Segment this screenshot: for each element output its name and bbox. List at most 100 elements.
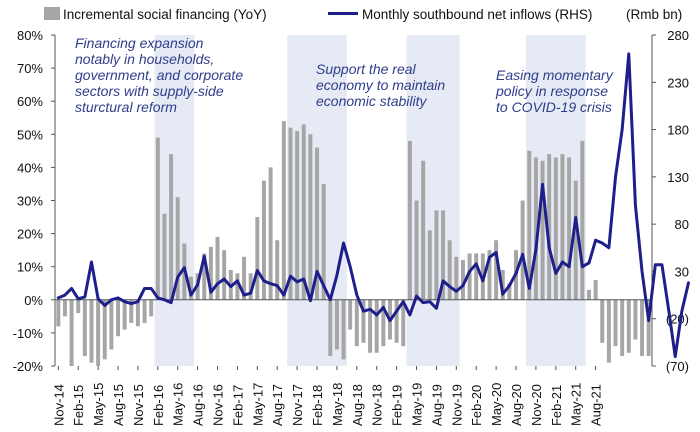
bar (82, 299, 87, 357)
bar (56, 299, 61, 327)
bar (600, 299, 605, 343)
x-tick-label: Feb-19 (390, 385, 405, 426)
left-tick-label: 20% (17, 227, 43, 242)
bar (606, 299, 611, 363)
bar (142, 299, 147, 323)
bar (567, 157, 572, 300)
bar (626, 299, 631, 353)
bar (533, 157, 538, 300)
bar (586, 289, 591, 300)
bar (96, 299, 101, 366)
legend: Incremental social financing (YoY) Month… (44, 7, 682, 22)
annotations: Financing expansion notably in households… (75, 35, 614, 115)
annotation-3: Easing momentary policy in response to COV… (495, 67, 614, 115)
bar (368, 299, 373, 353)
annotation-line: Financing expansion (75, 35, 204, 51)
left-tick-label: 80% (17, 28, 43, 43)
bar (222, 250, 227, 300)
x-tick-label: Feb-20 (469, 385, 484, 426)
rhs-unit-label: (Rmb bn) (626, 7, 682, 22)
bar-series (56, 121, 651, 366)
bar (62, 299, 67, 317)
bar (507, 283, 512, 300)
x-tick-label: Nov-20 (529, 384, 544, 426)
left-tick-label: 10% (17, 260, 43, 275)
bar (268, 167, 273, 300)
bar (447, 240, 452, 300)
x-tick-label: Aug-18 (350, 384, 365, 426)
bar (215, 236, 220, 300)
bar (89, 299, 94, 363)
bar (175, 197, 180, 300)
annotation-line: sectors with supply-side (75, 83, 224, 99)
bar (261, 180, 266, 300)
annotation-line: government, and corporate (75, 67, 243, 83)
x-tick-label: Aug-17 (270, 384, 285, 426)
right-tick-label: 30 (675, 264, 689, 279)
bar (135, 299, 140, 327)
axes: -20%-10%0%10%20%30%40%50%60%70%80%(70)(2… (13, 28, 689, 426)
bar (102, 299, 107, 360)
x-tick-label: Aug-15 (111, 384, 126, 426)
bar (580, 140, 585, 300)
bar (288, 127, 293, 300)
right-tick-label: (70) (666, 359, 689, 374)
bar (414, 200, 419, 300)
left-tick-label: 40% (17, 160, 43, 175)
bar (248, 273, 253, 300)
legend-bar-swatch (44, 7, 60, 20)
bar (487, 250, 492, 300)
bar (208, 246, 213, 300)
bar (76, 299, 81, 314)
bar (162, 213, 167, 300)
bar (116, 299, 121, 337)
bar (129, 299, 134, 323)
bar (169, 154, 174, 300)
x-tick-label: Aug-19 (429, 384, 444, 426)
bar (560, 154, 565, 300)
left-tick-label: 70% (17, 61, 43, 76)
bar (467, 253, 472, 300)
legend-line-label: Monthly southbound net inflows (RHS) (362, 7, 592, 22)
x-tick-label: Nov-15 (131, 384, 146, 426)
bar (275, 240, 280, 300)
bar (527, 150, 532, 300)
bar (553, 157, 558, 300)
x-tick-label: Nov-14 (51, 384, 66, 426)
bar (381, 299, 386, 347)
bar (633, 299, 638, 340)
x-tick-label: Nov-16 (211, 384, 226, 426)
bar (109, 299, 114, 350)
bar (149, 299, 154, 317)
bar (593, 279, 598, 300)
bar (620, 299, 625, 357)
bar (321, 183, 326, 300)
bar (540, 160, 545, 300)
x-tick-label: Feb-15 (71, 385, 86, 426)
x-tick-label: May-21 (569, 383, 584, 426)
bar (640, 299, 645, 357)
x-tick-label: May-18 (330, 383, 345, 426)
bar (401, 299, 406, 347)
bar (441, 210, 446, 300)
bar (235, 273, 240, 300)
annotation-2: Support the real economy to maintain econo… (316, 61, 445, 109)
x-tick-label: May-15 (91, 383, 106, 426)
southbound-inflow-line (56, 52, 690, 359)
right-tick-label: 130 (667, 170, 689, 185)
bar (341, 299, 346, 360)
bar (374, 299, 379, 353)
bar (122, 299, 127, 330)
bar (520, 200, 525, 300)
bar (573, 180, 578, 300)
bar (646, 299, 651, 357)
annotation-line: notably in households, (75, 51, 214, 67)
bar (348, 299, 353, 330)
bar (354, 299, 359, 347)
annotation-1: Financing expansion notably in households… (75, 35, 243, 115)
annotation-line: to COVID-19 crisis (496, 99, 612, 115)
bar (155, 137, 160, 300)
bar (315, 147, 320, 300)
bar (427, 230, 432, 300)
